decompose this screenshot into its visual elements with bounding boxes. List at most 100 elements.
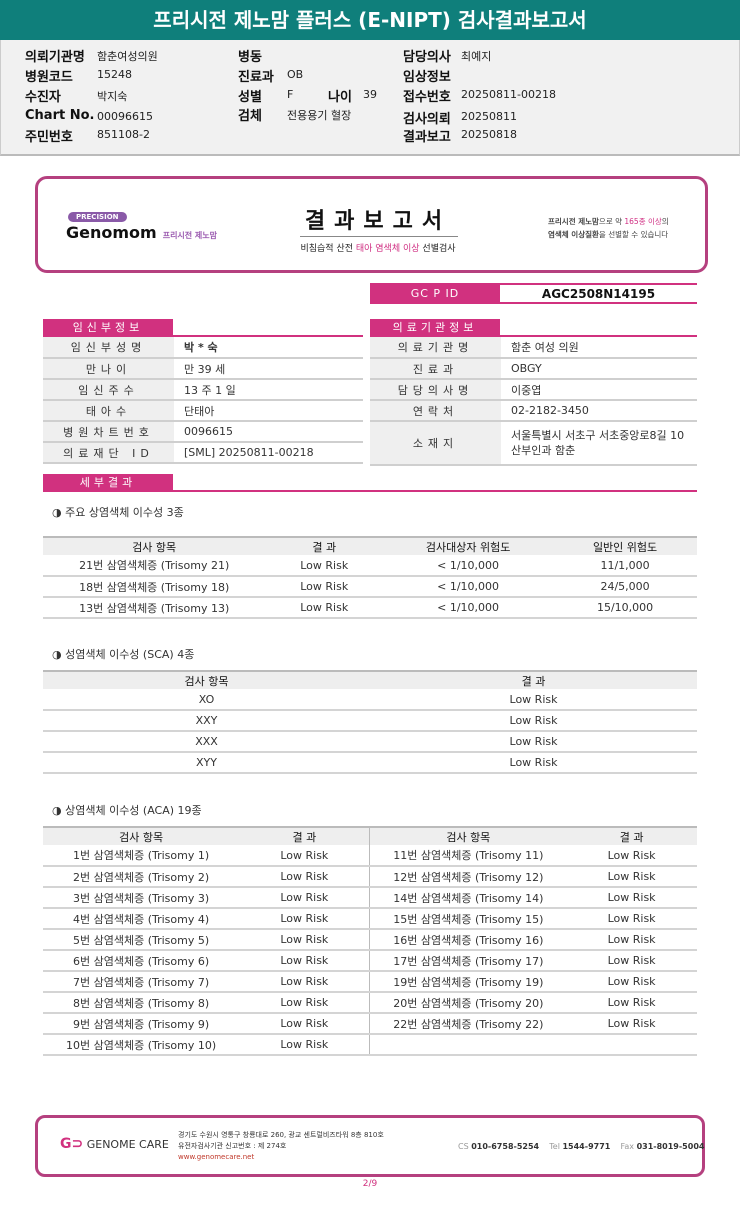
table-row: 2번 삼염색체증 (Trisomy 2) Low Risk 12번 삼염색체증 (T… — [43, 866, 697, 888]
table-cell: 3번 삼염색체증 (Trisomy 3) — [43, 887, 240, 909]
header-row: 검사 항목 결 과 검사대상자 위험도 일반인 위험도 — [43, 536, 697, 555]
field-value: OBGY — [501, 358, 697, 380]
info-label: 진료과 — [238, 70, 274, 85]
table-cell: Low Risk — [239, 1013, 370, 1035]
table-cell — [369, 1034, 567, 1056]
brand-kr: 프리시전 제노맘 — [162, 231, 218, 240]
table-row: 10번 삼염색체증 (Trisomy 10) Low Risk — [43, 1034, 697, 1056]
info-label: 검사의뢰 — [403, 112, 451, 127]
field-label: 진료과 — [370, 358, 501, 380]
page-number: 2/9 — [362, 1179, 378, 1189]
table-row: 13번 삼염색체증 (Trisomy 13) Low Risk < 1/10,000… — [43, 597, 697, 619]
field-label: 임신부성명 — [43, 337, 174, 359]
tel-number: 1544-9771 — [562, 1142, 611, 1151]
table-cell: Low Risk — [370, 710, 697, 732]
table-cell: Low Risk — [566, 887, 697, 909]
table-row: 만나이 만 39 세 — [43, 358, 363, 380]
table-cell: < 1/10,000 — [383, 576, 554, 598]
info-value: 함춘여성의원 — [97, 50, 158, 63]
table-cell: Low Risk — [239, 887, 370, 909]
gc-logo-icon: G⊃ — [60, 1136, 84, 1152]
info-label: 결과보고 — [403, 130, 451, 145]
cs-number: 010-6758-5254 — [471, 1142, 540, 1151]
patient-info-table: 임신부성명 박 * 숙 만나이 만 39 세 임신주수 13 주 1 일 태아수 단태아 병원차… — [43, 337, 363, 464]
major-results-table: 검사 항목 결 과 검사대상자 위험도 일반인 위험도 21번 삼염색체증 (Triso… — [43, 536, 697, 619]
table-cell: Low Risk — [239, 950, 370, 972]
column-header: 검사대상자 위험도 — [383, 536, 554, 555]
sca-title: ◑ 성염색체 이수성 (SCA) 4종 — [52, 648, 195, 661]
table-row: 8번 삼염색체증 (Trisomy 8) Low Risk 20번 삼염색체증 (T… — [43, 992, 697, 1014]
footer-address: 경기도 수원시 영통구 창룡대로 260, 광교 센트럴비즈타워 8층 810호 — [178, 1131, 384, 1139]
table-cell: 10번 삼염색체증 (Trisomy 10) — [43, 1034, 240, 1056]
table-row: 소재지 서울특별시 서초구 서초중앙로8길 10 산부인과 함춘 — [370, 421, 697, 466]
table-cell: XXY — [43, 710, 370, 732]
table-row: 6번 삼염색체증 (Trisomy 6) Low Risk 17번 삼염색체증 (T… — [43, 950, 697, 972]
report-title: 결과보고서 — [304, 209, 452, 234]
header-row: 검사 항목 결 과 — [43, 670, 697, 689]
table-cell: 9번 삼염색체증 (Trisomy 9) — [43, 1013, 240, 1035]
field-value: 박 * 숙 — [174, 337, 363, 359]
table-cell: Low Risk — [370, 731, 697, 753]
info-value: 00096615 — [97, 110, 153, 123]
table-row: XO Low Risk — [43, 689, 697, 711]
hospital-info-table: 의료기관명 함춘 여성 의원 진료과 OBGY 담당의사명 이중엽 연락처 02-2182-3… — [370, 337, 697, 466]
table-cell: 11/1,000 — [553, 555, 697, 577]
table-cell: 15/10,000 — [553, 597, 697, 619]
age-value: 39 — [363, 88, 377, 101]
table-row: XXY Low Risk — [43, 710, 697, 732]
note-text: 으로 약 — [598, 217, 625, 226]
table-cell: 5번 삼염색체증 (Trisomy 5) — [43, 929, 240, 951]
divider — [300, 236, 458, 237]
footer-registration: 유전자검사기관 신고번호 : 제 274호 — [178, 1142, 287, 1150]
field-label: 의료재단 ID — [43, 442, 174, 464]
cs-label: CS — [458, 1142, 469, 1151]
table-row: XYY Low Risk — [43, 752, 697, 774]
table-cell: 24/5,000 — [553, 576, 697, 598]
column-header: 결 과 — [265, 536, 384, 555]
table-cell — [566, 1034, 697, 1056]
field-label: 담당의사명 — [370, 379, 501, 401]
logo-text: GENOME CARE — [86, 1138, 169, 1151]
field-value: 만 39 세 — [174, 358, 363, 380]
divider — [500, 335, 697, 337]
field-label: 병원차트번호 — [43, 421, 174, 443]
age-label: 나이 — [328, 90, 352, 105]
genomecare-logo: G⊃ GENOME CARE — [60, 1136, 169, 1152]
table-row: 태아수 단태아 — [43, 400, 363, 422]
table-row: 의료기관명 함춘 여성 의원 — [370, 337, 697, 359]
patient-info-panel: 의뢰기관명 함춘여성의원 병원코드 15248 수진자 박지숙 Chart No. 00096… — [0, 40, 740, 156]
field-value: 0096615 — [174, 421, 363, 443]
report-header-card: PRECISION Genomom 프리시전 제노맘 결과보고서 비침습적 산전 … — [35, 176, 708, 273]
info-value: 최예지 — [461, 50, 492, 63]
table-row: 4번 삼염색체증 (Trisomy 4) Low Risk 15번 삼염색체증 (T… — [43, 908, 697, 930]
info-value: 20250811-00218 — [461, 88, 556, 101]
table-cell: Low Risk — [239, 908, 370, 930]
info-label: 의뢰기관명 — [25, 50, 85, 65]
footer-website[interactable]: www.genomecare.net — [178, 1153, 255, 1161]
field-label: 소재지 — [370, 421, 501, 466]
table-cell: Low Risk — [566, 929, 697, 951]
field-label: 만나이 — [43, 358, 174, 380]
hospital-section-header: 의료기관정보 — [370, 319, 500, 337]
table-cell: 2번 삼염색체증 (Trisomy 2) — [43, 866, 240, 888]
table-cell: Low Risk — [239, 929, 370, 951]
table-cell: 15번 삼염색체증 (Trisomy 15) — [369, 908, 567, 930]
field-value: 13 주 1 일 — [174, 379, 363, 401]
note-text: 165종 이상 — [624, 217, 662, 226]
sub-highlight: 태아 염색체 이상 — [355, 244, 420, 254]
detail-section-header: 세부결과 — [43, 474, 173, 492]
fax-label: Fax — [620, 1142, 635, 1151]
info-label: 수진자 — [25, 90, 61, 105]
table-cell: Low Risk — [566, 950, 697, 972]
table-row: 9번 삼염색체증 (Trisomy 9) Low Risk 22번 삼염색체증 (T… — [43, 1013, 697, 1035]
table-cell: 19번 삼염색체증 (Trisomy 19) — [369, 971, 567, 993]
table-row: 21번 삼염색체증 (Trisomy 21) Low Risk < 1/10,000… — [43, 555, 697, 577]
column-header: 검사 항목 — [369, 826, 567, 845]
report-subtitle: 비침습적 산전 태아 염색체 이상 선별검사 — [278, 241, 478, 254]
table-cell: Low Risk — [239, 992, 370, 1014]
info-value: 15248 — [97, 68, 132, 81]
table-cell: Low Risk — [566, 908, 697, 930]
table-row: 7번 삼염색체증 (Trisomy 7) Low Risk 19번 삼염색체증 (T… — [43, 971, 697, 993]
info-label: 성별 — [238, 90, 262, 105]
info-value: 20250818 — [461, 128, 517, 141]
